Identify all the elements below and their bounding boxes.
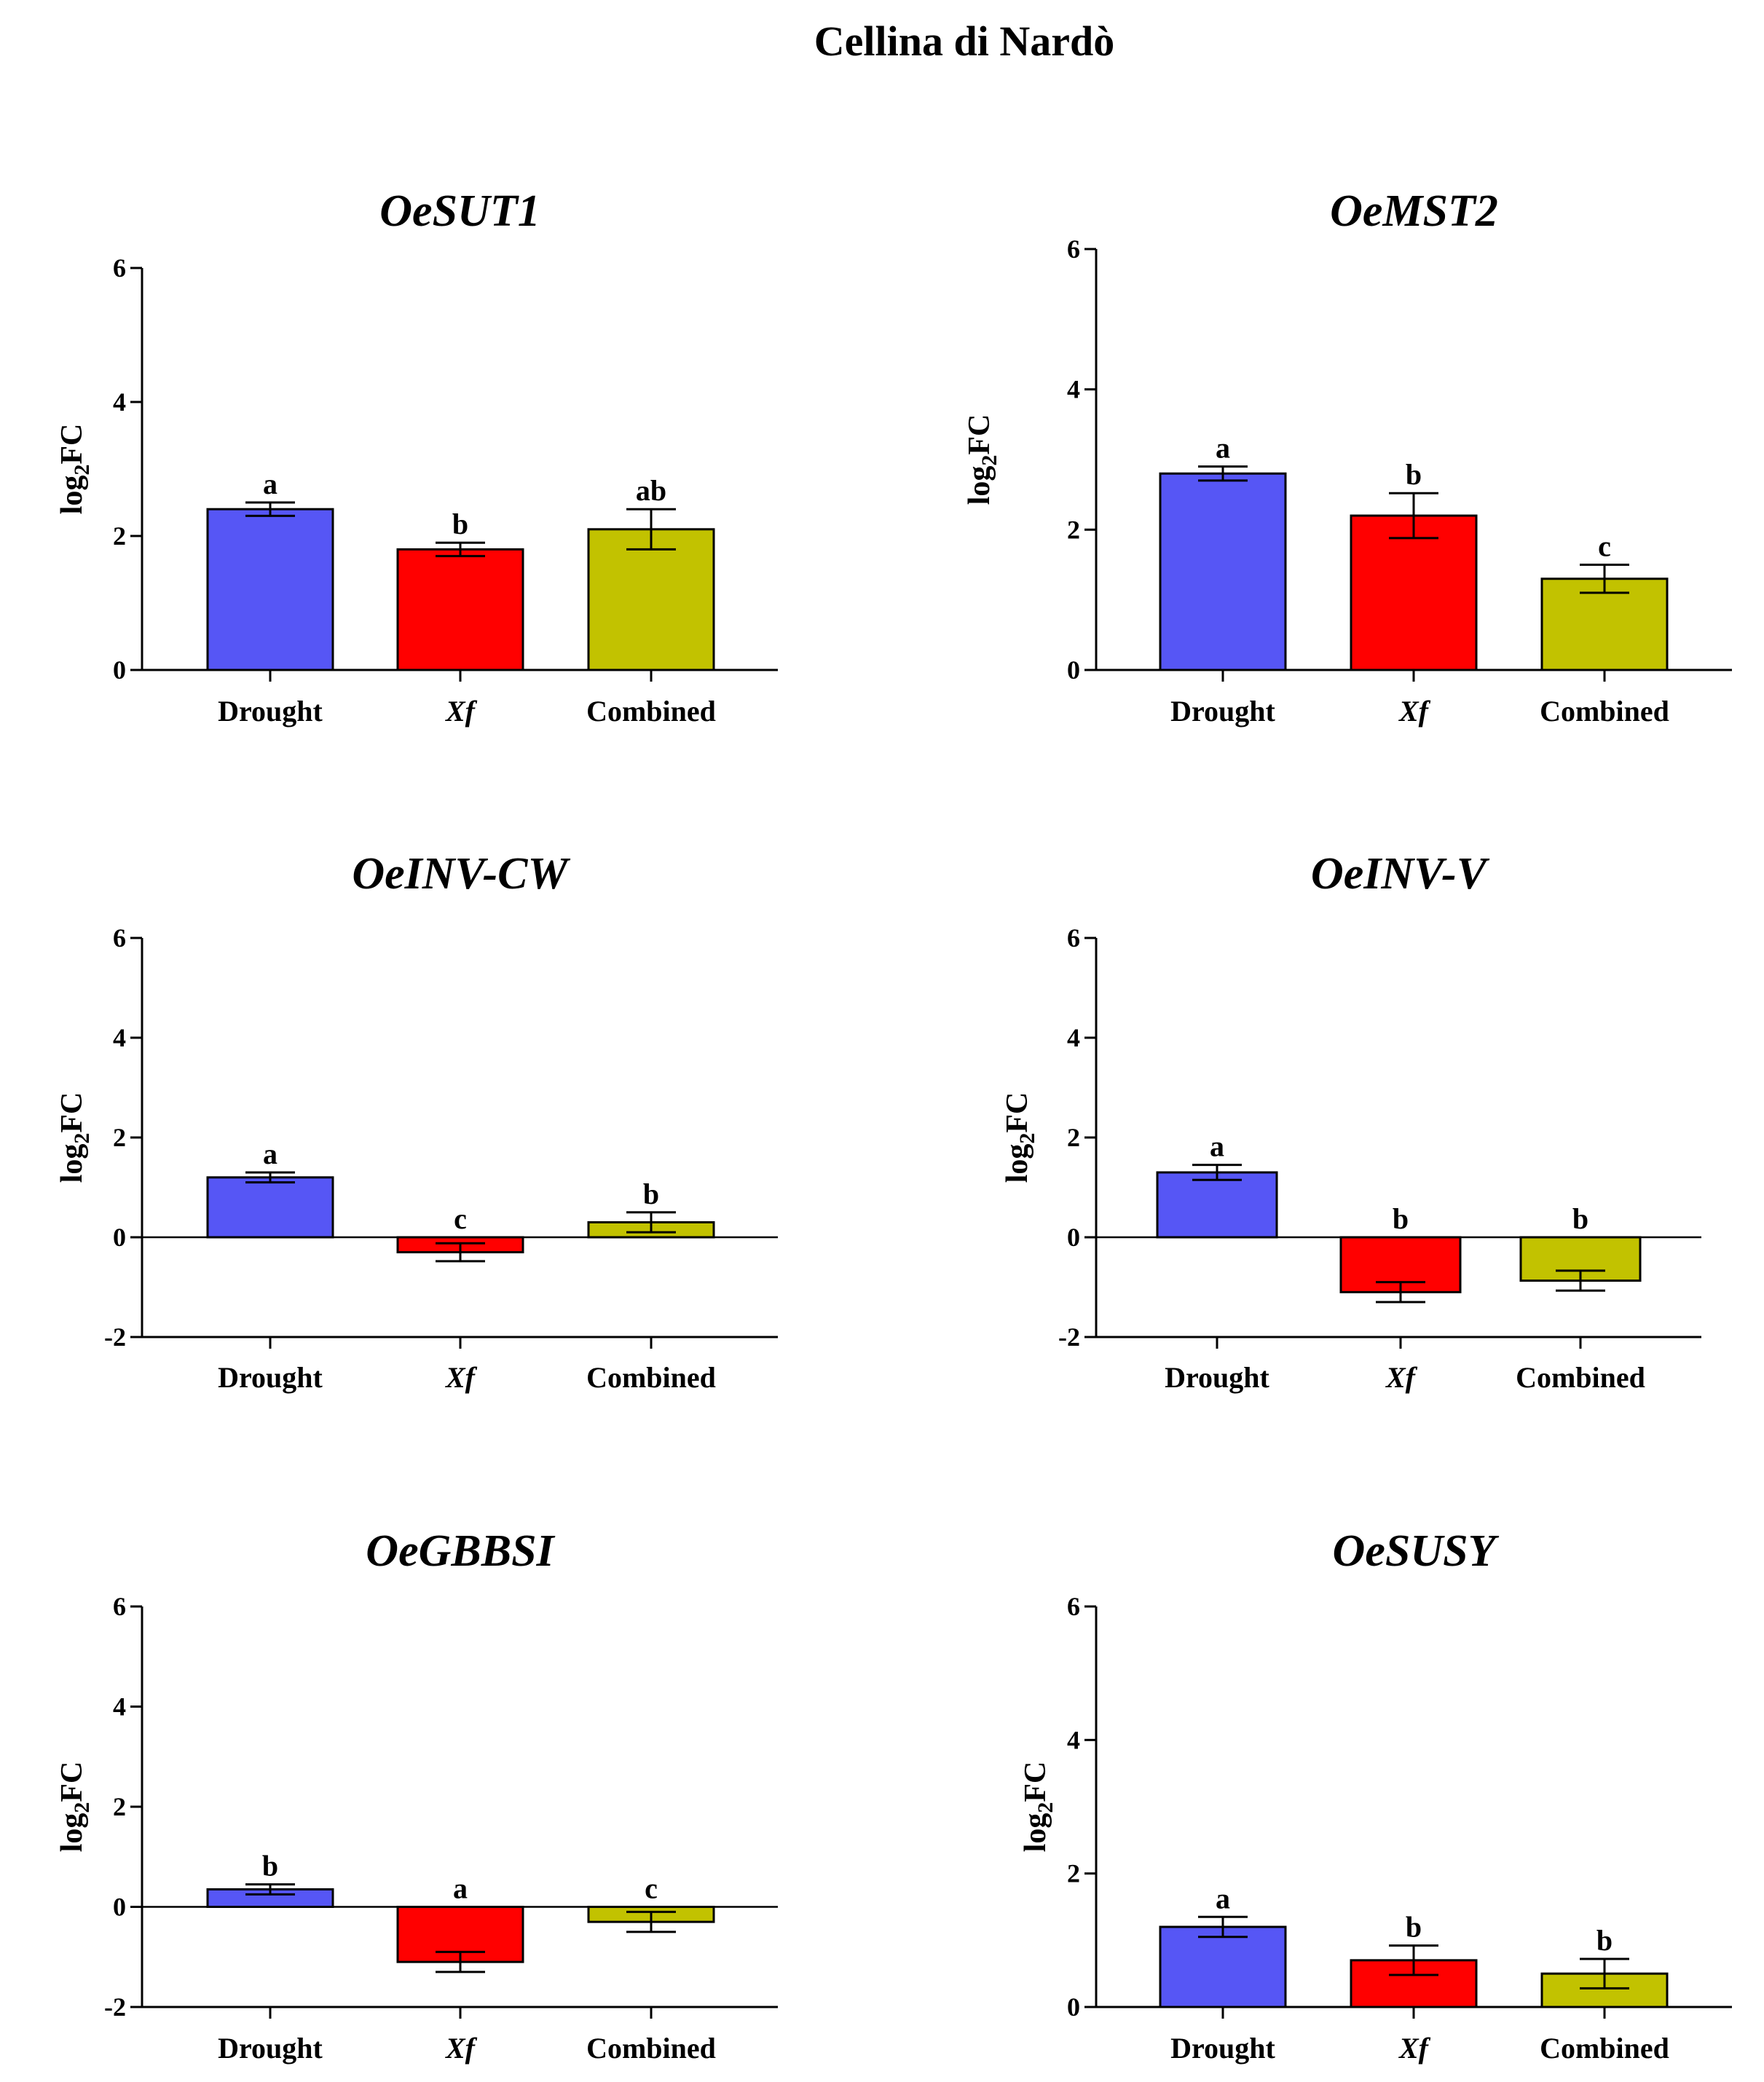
significance-letter: ab: [636, 474, 666, 507]
bar-drought: [206, 1176, 334, 1239]
x-category-label: Drought: [218, 695, 323, 727]
bar-combined: [587, 528, 715, 671]
chart-panel-5: OeGBBSI -2 0 2 4 6 log2FC b Drought a Xf c Combined: [55, 1526, 778, 2065]
significance-letter: a: [1216, 1882, 1230, 1915]
y-tick-label: 6: [113, 253, 126, 283]
y-tick-label: 0: [1067, 1223, 1080, 1252]
chart-title: OeSUT1: [379, 186, 540, 236]
bar-xf: [396, 548, 524, 671]
y-axis-label: log2FC: [963, 414, 1001, 505]
y-axis-label: log2FC: [55, 1762, 94, 1853]
y-tick-label: 0: [1067, 1992, 1080, 2022]
chart-panel-2: OeMST2 0 2 4 6 log2FC a Drought b Xf c Combined: [963, 186, 1732, 727]
figure-title: Cellina di Nardò: [814, 17, 1115, 65]
x-category-label: Combined: [586, 695, 716, 727]
y-tick-label: 0: [1067, 655, 1080, 685]
y-axis-label: log2FC: [1019, 1762, 1058, 1853]
y-tick-label: 0: [113, 1223, 126, 1252]
y-axis-label: log2FC: [55, 1092, 94, 1183]
significance-letter: b: [1406, 1911, 1422, 1944]
y-tick-label: 2: [1067, 1123, 1080, 1152]
x-category-label: Combined: [1516, 1361, 1645, 1394]
significance-letter: b: [262, 1850, 278, 1882]
y-tick-label: 6: [113, 1592, 126, 1621]
x-category-label: Combined: [1540, 695, 1669, 727]
significance-letter: b: [1596, 1924, 1613, 1957]
chart-title: OeMST2: [1330, 186, 1498, 236]
y-tick-label: 4: [113, 1023, 126, 1052]
y-tick-label: 4: [113, 1692, 126, 1722]
y-tick-label: -2: [1058, 1322, 1080, 1352]
y-tick-label: 6: [1067, 234, 1080, 264]
chart-panel-6: OeSUSY 0 2 4 6 log2FC a Drought b Xf b Combined: [1019, 1526, 1732, 2065]
y-tick-label: 2: [113, 521, 126, 551]
x-category-label: Xf: [1398, 695, 1431, 727]
x-category-label: Drought: [218, 1361, 323, 1394]
y-tick-label: 4: [113, 387, 126, 417]
y-tick-label: 6: [1067, 1592, 1080, 1621]
bar-drought: [1156, 1171, 1278, 1239]
y-tick-label: 6: [113, 923, 126, 953]
chart-title: OeGBBSI: [366, 1526, 555, 1576]
x-category-label: Drought: [1170, 695, 1275, 727]
y-tick-label: 6: [1067, 923, 1080, 953]
y-tick-label: 2: [113, 1792, 126, 1821]
significance-letter: b: [1406, 458, 1422, 491]
significance-letter: b: [1393, 1202, 1409, 1235]
bar-drought: [1159, 472, 1287, 671]
y-tick-label: 2: [1067, 515, 1080, 544]
significance-letter: b: [1572, 1202, 1588, 1235]
significance-letter: c: [454, 1202, 467, 1235]
y-tick-label: -2: [104, 1992, 126, 2022]
significance-letter: c: [1598, 530, 1611, 563]
y-tick-label: 2: [113, 1123, 126, 1152]
x-category-label: Drought: [218, 2032, 323, 2065]
chart-title: OeSUSY: [1333, 1526, 1500, 1576]
x-category-label: Combined: [586, 2032, 716, 2065]
chart-panel-1: OeSUT1 0 2 4 6 log2FC a Drought b Xf ab Combined: [55, 186, 778, 727]
x-category-label: Xf: [1398, 2032, 1431, 2065]
bar-drought: [206, 508, 334, 671]
significance-letter: a: [263, 1137, 277, 1170]
x-category-label: Xf: [444, 1361, 478, 1394]
x-category-label: Combined: [1540, 2032, 1669, 2065]
significance-letter: b: [452, 508, 468, 540]
y-tick-label: 4: [1067, 1023, 1080, 1052]
y-tick-label: 4: [1067, 1725, 1080, 1754]
significance-letter: a: [453, 1872, 468, 1905]
x-category-label: Xf: [1385, 1361, 1418, 1394]
y-tick-label: 0: [113, 1893, 126, 1922]
y-tick-label: 4: [1067, 375, 1080, 404]
x-category-label: Drought: [1165, 1361, 1269, 1394]
x-category-label: Combined: [586, 1361, 716, 1394]
y-tick-label: 0: [113, 655, 126, 685]
y-tick-label: 2: [1067, 1859, 1080, 1888]
x-category-label: Xf: [444, 2032, 478, 2065]
significance-letter: a: [1210, 1130, 1224, 1163]
significance-letter: a: [263, 468, 277, 500]
chart-panel-4: OeINV-V -2 0 2 4 6 log2FC a Drought b Xf b Combined: [1001, 849, 1701, 1394]
y-tick-label: -2: [104, 1322, 126, 1352]
x-category-label: Xf: [444, 695, 478, 727]
significance-letter: a: [1216, 432, 1230, 465]
bar-drought: [1159, 1925, 1287, 2008]
chart-title: OeINV-CW: [352, 849, 570, 899]
chart-panel-3: OeINV-CW -2 0 2 4 6 log2FC a Drought c Xf b Combined: [55, 849, 778, 1394]
significance-letter: b: [643, 1178, 659, 1210]
y-axis-label: log2FC: [1001, 1092, 1039, 1183]
significance-letter: c: [645, 1872, 658, 1905]
chart-title: OeINV-V: [1311, 849, 1490, 899]
x-category-label: Drought: [1170, 2032, 1275, 2065]
y-axis-label: log2FC: [55, 424, 94, 515]
